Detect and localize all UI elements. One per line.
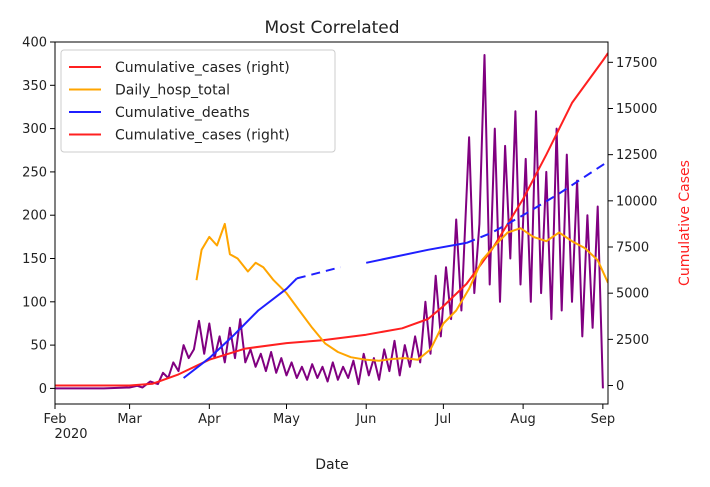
y-left-tick-label: 50 <box>30 339 47 354</box>
y-left-tick-label: 300 <box>22 122 47 137</box>
y-left-tick-label: 150 <box>22 252 47 267</box>
y-right-tick-label: 0 <box>616 379 624 394</box>
x-tick-label: May <box>273 412 300 427</box>
y-right-tick-label: 7500 <box>616 241 649 256</box>
x-tick-label: Jun <box>355 412 376 427</box>
x-tick-label: Jul <box>435 412 452 427</box>
y-axis-right-label: Cumulative Cases <box>677 160 693 286</box>
y-right-tick-label: 2500 <box>616 333 649 348</box>
legend: Cumulative_cases (right) Daily_hosp_total… <box>60 49 336 153</box>
x-tick-label: Aug <box>510 412 535 427</box>
plot-area <box>55 52 608 390</box>
x-axis-label: Date <box>315 457 348 473</box>
x-tick-label: Mar <box>117 412 142 427</box>
y-right-tick-label: 15000 <box>616 102 657 117</box>
y-left-tick-label: 0 <box>39 382 47 397</box>
y-left-tick-label: 100 <box>22 295 47 310</box>
series-line-cumulative-deaths-seg-1 <box>296 266 341 280</box>
x-tick-label: Feb <box>43 412 66 427</box>
series-line-cumulative-deaths-seg-3 <box>466 160 608 244</box>
y-right-tick-label: 17500 <box>616 56 657 71</box>
plot-frame <box>54 41 609 405</box>
series-line-cumulative-cases <box>55 52 608 387</box>
x-tick-label: Sep <box>591 412 616 427</box>
legend-label: Cumulative_cases (right) <box>115 128 290 144</box>
x-tick-sublabel: 2020 <box>54 427 87 442</box>
series-line-cumulative-deaths-seg-2 <box>365 241 467 264</box>
y-right-tick-label: 10000 <box>616 194 657 209</box>
y-left-tick-label: 250 <box>22 165 47 180</box>
legend-label: Cumulative_cases (right) <box>115 60 290 76</box>
series-line-daily-hosp-total <box>195 222 608 362</box>
y-right-tick-label: 5000 <box>616 287 649 302</box>
y-right-tick-label: 12500 <box>616 148 657 163</box>
legend-label: Daily_hosp_total <box>115 83 230 99</box>
series-line-cumulative-deaths-seg-0 <box>182 277 298 379</box>
chart-title: Most Correlated <box>264 18 399 38</box>
series-line-daily-purple- <box>55 54 604 390</box>
y-left-tick-label: 200 <box>22 209 47 224</box>
legend-label: Cumulative_deaths <box>115 105 250 121</box>
x-tick-label: Apr <box>198 412 221 427</box>
y-axis-right: 0 2500 5000 7500 10000 12500 15000 17500 <box>608 56 657 394</box>
legend-box <box>60 49 336 153</box>
y-left-tick-label: 400 <box>22 36 47 51</box>
y-axis-left: 0 50 100 150 200 250 300 350 400 <box>22 36 55 397</box>
y-left-tick-label: 350 <box>22 79 47 94</box>
